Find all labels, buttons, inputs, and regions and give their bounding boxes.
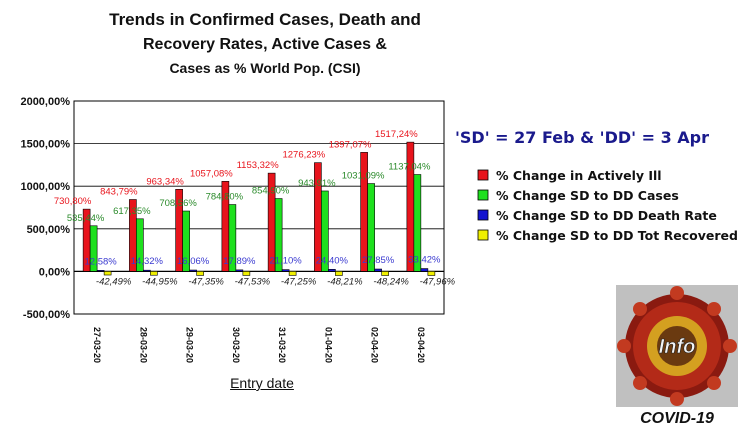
bar-2-03-04-20 (413, 174, 422, 272)
legend-swatch (477, 169, 489, 181)
data-label: -47,96% (420, 276, 456, 287)
bar-4-27-03-20 (103, 271, 112, 276)
data-label: 1057,08% (190, 168, 233, 179)
bar-3-28-03-20 (143, 269, 151, 272)
legend-label: % Change SD to DD Cases (496, 188, 679, 203)
legend-swatch (477, 189, 489, 201)
data-label: -47,25% (281, 276, 317, 287)
bar-4-31-03-20 (288, 271, 297, 276)
data-label: 33,42% (408, 255, 441, 266)
data-label: 854,90% (252, 186, 290, 197)
bar-3-30-03-20 (235, 269, 244, 272)
bar-4-29-03-20 (196, 271, 204, 276)
x-tick-label: 01-04-20 (323, 327, 333, 363)
bar-2-28-03-20 (136, 218, 144, 272)
data-label: 1517,24% (375, 129, 418, 140)
data-label: 16,06% (177, 256, 210, 267)
bar-3-31-03-20 (281, 269, 290, 272)
data-label: 14,32% (131, 256, 164, 267)
bar-3-03-04-20 (420, 268, 429, 272)
x-tick-label: 30-03-20 (231, 327, 241, 363)
data-label: 963,34% (146, 176, 184, 187)
bar-3-29-03-20 (189, 269, 197, 272)
virus-icon: Info (617, 286, 737, 406)
legend-label: % Change in Actively Ill (496, 168, 662, 183)
y-tick-label: -500,00% (23, 309, 70, 321)
data-label: 1397,07% (329, 139, 372, 150)
data-label: -48,21% (327, 276, 363, 287)
y-tick-label: 1000,00% (20, 181, 70, 193)
data-label: -48,24% (373, 276, 409, 287)
legend-swatch (477, 209, 489, 221)
data-label: 24,40% (316, 255, 349, 266)
y-tick-label: 0,00% (39, 266, 70, 278)
bar-2-27-03-20 (89, 225, 98, 272)
bar-3-02-04-20 (374, 268, 382, 272)
data-label: -44,95% (142, 276, 178, 287)
chart-title-line2: Recovery Rates, Active Cases & (143, 36, 387, 53)
x-tick-label: 29-03-20 (185, 327, 195, 363)
x-axis-label: Entry date (230, 375, 294, 391)
y-tick-label: 1500,00% (20, 139, 70, 151)
data-label: 708,56% (159, 198, 197, 209)
bar-2-02-04-20 (367, 183, 375, 272)
y-tick-label: 2000,00% (20, 96, 70, 108)
bar-3-27-03-20 (96, 270, 105, 272)
data-label: 784,80% (206, 192, 244, 203)
data-label: 1031,09% (342, 171, 385, 182)
data-label: 535,44% (67, 213, 105, 224)
bar-4-30-03-20 (242, 271, 251, 276)
data-label: -47,35% (188, 276, 224, 287)
chart-title-line3: Cases as % World Pop. (CSI) (169, 60, 361, 76)
x-tick-label: 31-03-20 (277, 327, 287, 363)
bar-4-28-03-20 (150, 271, 158, 276)
x-tick-label: 28-03-20 (138, 327, 148, 363)
data-label: 27,85% (362, 255, 395, 266)
data-label: 12,58% (85, 256, 118, 267)
data-label: 1276,23% (282, 150, 325, 161)
bar-4-02-04-20 (381, 271, 389, 276)
x-tick-label: 03-04-20 (416, 327, 426, 363)
date-range-note: 'SD' = 27 Feb & 'DD' = 3 Apr (455, 128, 709, 147)
bar-2-01-04-20 (321, 190, 329, 272)
chart-title-line1: Trends in Confirmed Cases, Death and (109, 10, 421, 29)
y-tick-label: 500,00% (27, 224, 71, 236)
x-tick-label: 27-03-20 (92, 327, 102, 363)
data-label: 21,10% (270, 256, 303, 267)
logo-text: Info (659, 336, 696, 358)
x-tick-label: 02-04-20 (370, 327, 380, 363)
bar-2-29-03-20 (182, 210, 190, 272)
legend-label: % Change SD to DD Tot Recovered (496, 228, 738, 243)
data-label: 17,89% (223, 256, 256, 267)
data-label: -42,49% (96, 276, 132, 287)
covid-info-logo: Info (616, 285, 738, 407)
data-label: 1153,32% (237, 160, 280, 171)
data-label: 1137,04% (388, 162, 431, 173)
legend-label: % Change SD to DD Death Rate (496, 208, 717, 223)
data-label: -47,53% (235, 276, 271, 287)
data-label: 730,80% (54, 196, 92, 207)
data-label: 843,79% (100, 187, 138, 198)
bar-3-01-04-20 (328, 269, 336, 272)
legend-swatch (477, 229, 489, 241)
bar-2-31-03-20 (274, 198, 283, 272)
bar-2-30-03-20 (228, 204, 237, 272)
bar-4-03-04-20 (427, 271, 436, 276)
data-label: 943,91% (298, 178, 336, 189)
bar-4-01-04-20 (335, 271, 343, 276)
data-label: 617,35% (113, 206, 151, 217)
logo-caption: COVID-19 (640, 410, 714, 427)
